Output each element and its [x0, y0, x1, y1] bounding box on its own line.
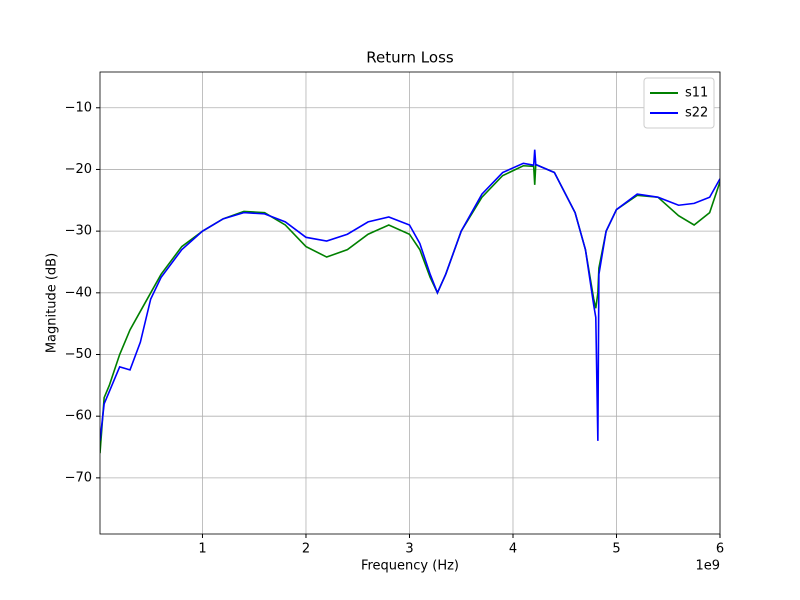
y-tick-label: −70 — [65, 470, 92, 485]
x-tick-label: 1 — [198, 542, 206, 557]
chart-title: Return Loss — [366, 49, 454, 67]
x-tick-label: 5 — [612, 542, 620, 557]
x-tick-label: 4 — [509, 542, 517, 557]
y-tick-label: −20 — [65, 162, 92, 177]
x-tick-label: 6 — [716, 542, 724, 557]
legend-label: s22 — [685, 106, 708, 121]
x-offset-label: 1e9 — [695, 559, 720, 574]
y-tick-label: −40 — [65, 285, 92, 300]
y-tick-label: −30 — [65, 224, 92, 239]
x-axis-label: Frequency (Hz) — [361, 559, 459, 574]
y-tick-label: −60 — [65, 409, 92, 424]
y-tick-label: −50 — [65, 347, 92, 362]
legend-label: s11 — [685, 86, 708, 101]
data-line — [100, 149, 720, 441]
legend-box — [643, 77, 715, 129]
y-axis-label: Magnitude (dB) — [45, 253, 60, 353]
y-tick-label: −10 — [65, 100, 92, 115]
x-tick-label: 3 — [405, 542, 413, 557]
plot-frame — [99, 71, 721, 535]
x-tick-label: 2 — [302, 542, 310, 557]
